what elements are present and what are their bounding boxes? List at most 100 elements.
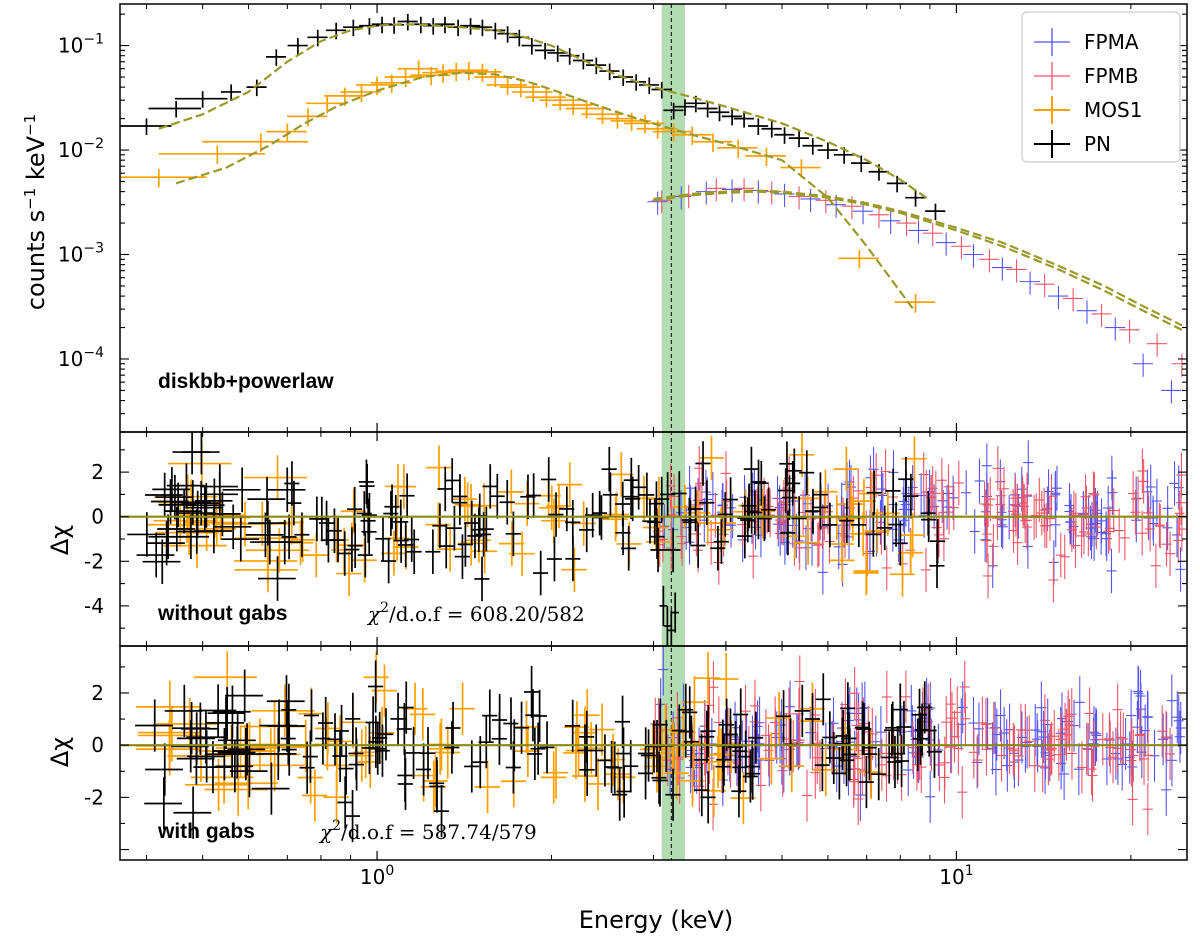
spectrum-point-pn <box>721 108 742 126</box>
residual-point-2-pn <box>315 712 331 765</box>
residual-point-2-fpma <box>1161 763 1172 816</box>
residual-point-2-pn <box>135 699 173 752</box>
residual-point-1-fpmb <box>1022 472 1033 518</box>
residual-point-2-mos1 <box>695 652 721 705</box>
residual-point-1-fpma <box>980 517 991 563</box>
residual-point-1-fpmb <box>943 464 954 510</box>
residual-point-1-pn <box>265 519 303 565</box>
residual-point-2-pn <box>348 727 364 780</box>
residual-point-2-fpma <box>805 706 816 759</box>
residual-point-1-fpmb <box>1154 502 1165 548</box>
residual-point-2-pn <box>838 734 855 787</box>
spectrum-point-fpmb <box>815 190 836 214</box>
residual-point-1-mos1 <box>168 441 232 486</box>
y-tick-label: 10−2 <box>58 136 104 162</box>
residual-point-2-mos1 <box>474 760 500 814</box>
residual-point-2-fpma <box>855 768 866 822</box>
residual-dip-point <box>667 610 676 646</box>
residual-point-1-fpma <box>1169 461 1180 506</box>
model-curve-1 <box>175 71 917 313</box>
residual-point-2-pn <box>826 731 842 785</box>
residual-point-1-mos1 <box>828 521 854 567</box>
residual-point-2-fpmb <box>1127 773 1138 826</box>
spectrum-point-mos1 <box>287 108 328 127</box>
residual-point-2-pn <box>396 702 412 756</box>
residual-point-1-pn <box>181 480 220 526</box>
residual-point-2-pn <box>623 740 639 793</box>
residual-point-1-pn <box>785 461 801 506</box>
residual-point-1-fpmb <box>938 490 949 535</box>
residual-point-1-fpmb <box>676 514 687 559</box>
residual-point-2-mos1 <box>540 751 566 804</box>
spectrum-point-fpmb <box>788 186 809 210</box>
residual-point-1-pn <box>929 518 946 564</box>
residual-point-1-fpma <box>1064 489 1075 534</box>
spectrum-point-pn <box>905 190 926 207</box>
residual-point-1-pn <box>591 490 608 536</box>
residual-point-1-fpma <box>707 472 718 517</box>
residual-point-2-pn <box>337 776 353 829</box>
residual-point-2-fpmb <box>1138 732 1149 785</box>
spectrum-point-pn <box>287 38 308 55</box>
model-curve-2 <box>653 190 1183 331</box>
residual-point-1-fpmb <box>1031 493 1042 538</box>
residual-point-1-fpmb <box>713 540 724 585</box>
residual-point-1-pn <box>866 470 882 516</box>
residual-point-1-pn <box>404 517 420 562</box>
residual-point-2-fpmb <box>968 726 979 779</box>
residual-point-2-pn <box>482 689 498 742</box>
residual-point-2-mos1 <box>589 703 615 756</box>
residual-point-2-pn <box>597 734 613 787</box>
residual-point-1-fpmb <box>881 545 892 591</box>
residual-point-1-pn <box>213 504 252 550</box>
residual-point-1-pn <box>247 476 286 522</box>
residual-point-1-fpmb <box>696 461 707 506</box>
residual-point-2-fpmb <box>996 729 1007 782</box>
residual-point-2-pn <box>176 732 215 785</box>
legend-entry-pn: PN <box>1034 130 1111 158</box>
residual-point-1-pn <box>147 520 185 566</box>
y-tick-label: 0 <box>91 505 104 529</box>
residual-point-2-fpmb <box>972 733 983 787</box>
y-tick-label: -2 <box>84 549 104 573</box>
residual-point-2-fpmb <box>863 705 874 758</box>
residual-point-2-fpma <box>995 689 1006 742</box>
residual-point-2-mos1 <box>708 728 734 781</box>
residual-point-1-pn <box>885 468 901 514</box>
residual-point-1-pn <box>839 498 855 543</box>
residual-point-1-mos1 <box>498 469 524 515</box>
residual-point-2-mos1 <box>679 754 705 807</box>
spectrum-point-fpma <box>1048 285 1069 310</box>
residual-point-1-fpma <box>1100 511 1112 557</box>
residual-point-1-pn <box>344 527 360 572</box>
residual-point-1-pn <box>585 492 601 538</box>
spectrum-point-fpma <box>908 220 929 244</box>
spectrum-point-fpmb <box>1091 303 1112 327</box>
residual-point-2-pn <box>299 741 315 794</box>
residual-point-2-pn <box>775 690 792 743</box>
residual-point-2-pn <box>614 695 630 748</box>
residual-point-1-pn <box>284 461 300 506</box>
residual-point-2-fpmb <box>760 709 771 762</box>
residual-point-2-mos1 <box>515 725 541 778</box>
residual-point-2-fpmb <box>812 731 823 784</box>
spectrum-point-fpmb <box>1006 259 1027 283</box>
residual-point-1-pn <box>257 556 296 601</box>
residual-point-1-fpma <box>700 469 711 515</box>
residual-point-1-pn <box>877 505 893 551</box>
residual-point-2-pn <box>368 715 384 768</box>
residual-point-2-pn <box>365 696 381 749</box>
spectrum-point-mos1 <box>894 293 935 313</box>
residual-point-2-pn <box>187 730 225 783</box>
spectrum-point-pn <box>148 100 202 118</box>
residual-point-2-pn <box>565 699 581 752</box>
residual-point-2-fpmb <box>740 685 751 738</box>
residual-point-2-fpmb <box>1039 694 1050 747</box>
y-tick-label: -4 <box>84 594 104 618</box>
residual-point-2-mos1 <box>427 722 453 775</box>
residual-point-1-mos1 <box>340 488 366 534</box>
residual-point-1-fpmb <box>748 533 759 579</box>
residual-point-2-pn <box>367 660 384 713</box>
y-tick-label: -2 <box>84 785 104 809</box>
residual-point-2-fpmb <box>1045 723 1056 776</box>
